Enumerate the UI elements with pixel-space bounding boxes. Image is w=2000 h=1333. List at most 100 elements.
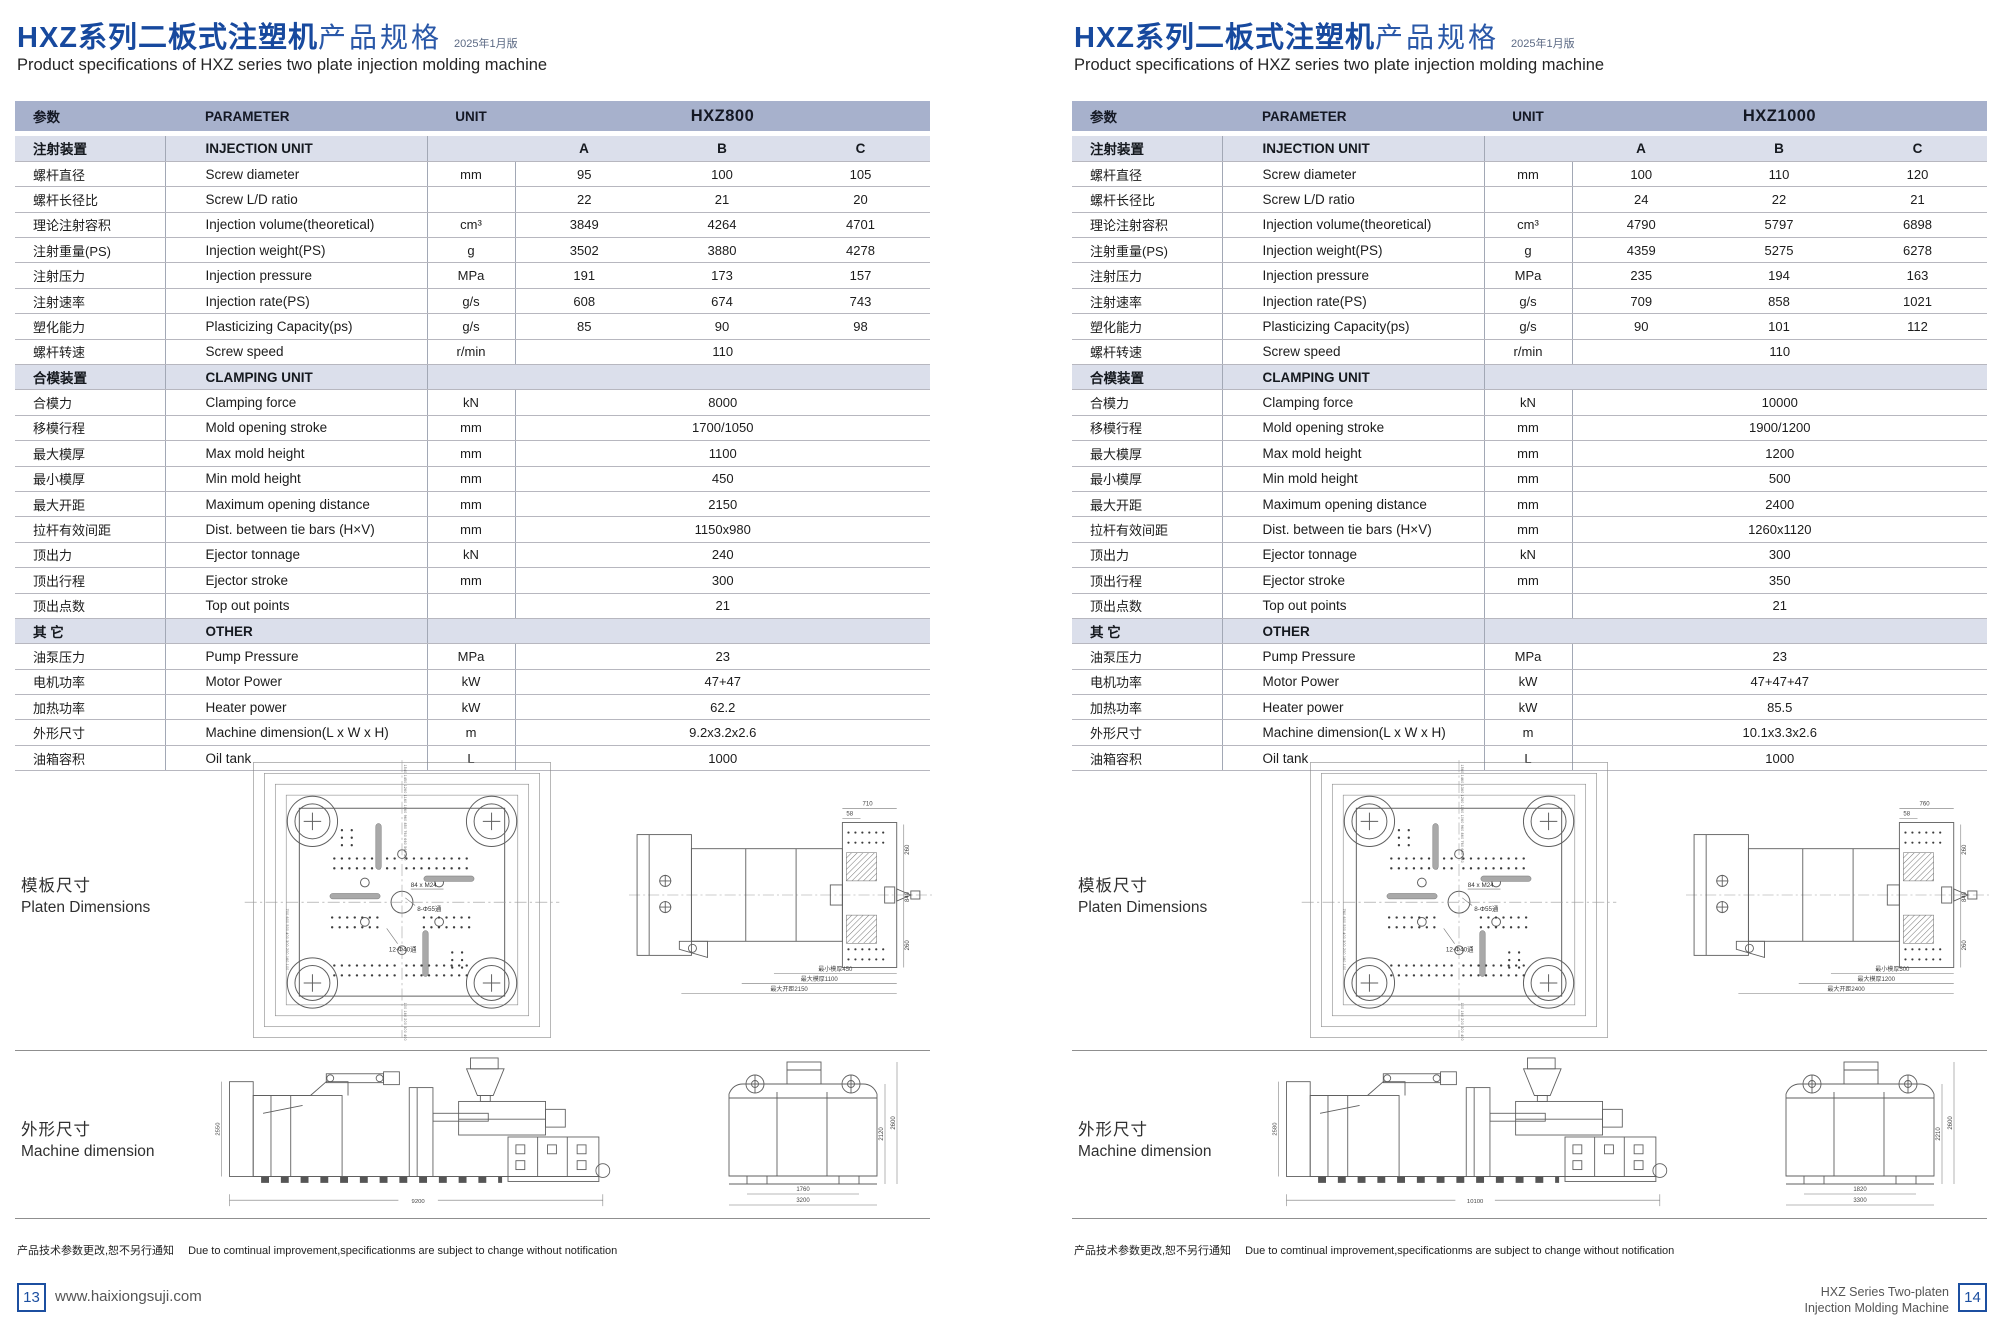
machine-body [229,1057,611,1182]
table-row: 注射重量(PS) Injection weight(PS) g 3502 3880 427… [15,237,931,264]
page-title: HXZ系列二板式注塑机产品规格 2025年1月版 [1074,14,1575,56]
table-cell: 709 [1571,288,1710,315]
spec-table-body: 注射装置 INJECTION UNIT A B C 螺杆直径 Screw diameter m… [1072,131,1987,772]
table-cell: mm [426,516,515,543]
footnote-cn: 产品技术参数更改,恕不另行通知 [1074,1245,1232,1257]
platen-slots [329,823,475,977]
table-cell: 47+47 [514,669,931,696]
side-dim-min-mold: 最小模厚500 [1875,965,1910,973]
table-cell: mm [426,491,515,518]
table-row: 加热功率 Heater power kW 85.5 [1072,694,1987,721]
table-cell: 最小模厚 [15,466,165,492]
table-cell: CLAMPING UNIT [164,364,427,391]
platen-annotation-through2: 12-Φ40通 [1446,944,1474,953]
table-cell: 移模行程 [1072,415,1222,442]
table-cell: 608 [514,288,653,315]
platen-drawing: 1540 1450 1260 1160 1060 960 850 760 660… [244,760,560,1042]
table-cell: kN [1483,389,1572,416]
table-cell: A [1572,136,1710,162]
table-cell: 112 [1848,313,1987,340]
spec-table: 参数 PARAMETER UNIT HXZ1000 注射装置 INJECTION … [1072,101,1987,772]
table-cell: 3880 [653,237,791,264]
table-cell: 注射装置 [1072,136,1222,162]
table-cell: g [1483,237,1572,264]
table-cell: Motor Power [164,669,427,696]
table-cell: 1100 [514,440,931,467]
table-row: 最大开距 Maximum opening distance mm 2150 [15,491,931,518]
table-cell: 合模力 [15,389,165,416]
table-cell: r/min [426,339,515,366]
table-cell [515,618,931,645]
table-cell: g/s [1483,288,1572,315]
title-cn-bold: HXZ系列二板式注塑机 [17,22,319,54]
table-row: 塑化能力 Plasticizing Capacity(ps) g/s 90 101 112 [1072,313,1987,340]
table-cell: MPa [1483,643,1572,670]
table-cell: Injection pressure [1221,262,1484,289]
header-unit: UNIT [455,108,487,124]
table-cell: 10.1x3.3x2.6 [1571,719,1987,746]
table-cell: 6898 [1848,212,1987,239]
table-row: 拉杆有效间距 Dist. between tie bars (H×V) mm 1150… [15,516,931,543]
table-cell: 最小模厚 [1072,466,1222,492]
table-row: 油箱容积 Oil tank L 1000 [15,745,931,772]
table-cell: 拉杆有效间距 [1072,516,1222,543]
table-row: 顶出行程 Ejector stroke mm 350 [1072,567,1987,594]
table-cell: 858 [1710,288,1848,315]
table-row: 注射速率 Injection rate(PS) g/s 608 674 743 [15,288,931,315]
table-cell: kW [1483,669,1572,696]
table-row: 螺杆直径 Screw diameter mm 95 100 105 [15,161,931,188]
table-cell [426,136,515,162]
header-param-en: PARAMETER [205,108,290,124]
table-cell: 21 [514,593,931,619]
table-cell: 2400 [1571,491,1987,518]
page-title: HXZ系列二板式注塑机产品规格 2025年1月版 [17,14,518,56]
side-dim-max-mold: 最大模厚1200 [1858,975,1896,983]
table-cell: 最大开距 [1072,491,1222,518]
table-cell: mm [426,415,515,442]
machine-rear-view: 1820 3300 2210 2600 [1785,1061,1955,1206]
table-cell [1483,618,1572,645]
table-cell: 95 [514,161,653,188]
table-cell [515,364,931,391]
platen-centerlines [1301,760,1617,1038]
table-row: 电机功率 Motor Power kW 47+47+47 [1072,669,1987,696]
table-cell: INJECTION UNIT [1221,136,1484,162]
side-dim-top-offset: 58 [1903,811,1910,817]
table-cell: 500 [1571,466,1987,492]
table-row: 拉杆有效间距 Dist. between tie bars (H×V) mm 1260… [1072,516,1987,543]
table-cell: 顶出行程 [15,567,165,594]
platen-section-label: 模板尺寸 Platen Dimensions [21,872,150,917]
side-dim-min-mold: 最小模厚450 [818,965,853,973]
table-cell: Clamping force [1221,389,1484,416]
table-cell [1572,618,1987,645]
machine-side-view: 10100 2580 [1273,1057,1668,1207]
table-cell: Screw L/D ratio [1221,186,1484,213]
table-cell: mm [426,440,515,467]
table-cell: Ejector tonnage [164,542,427,569]
table-cell: 最大模厚 [15,440,165,467]
platen-label-cn: 模板尺寸 [21,877,91,895]
table-cell: 85.5 [1571,694,1987,721]
table-row: 合模力 Clamping force kN 10000 [1072,389,1987,416]
table-cell: 22 [514,186,653,213]
platen-annotation-tapped: 84 x M24 [411,882,438,889]
table-cell: 顶出点数 [15,593,165,619]
table-cell: 1700/1050 [514,415,931,442]
table-row: 最小模厚 Min mold height mm 500 [1072,466,1987,492]
page-number: 14 [1958,1283,1987,1312]
table-cell: 110 [514,339,931,366]
table-cell: 螺杆转速 [15,339,165,366]
table-cell [426,618,515,645]
table-cell: 235 [1571,262,1710,289]
table-cell: 油泵压力 [1072,643,1222,670]
table-row: 外形尺寸 Machine dimension(L x W x H) m 10.1x3.… [1072,719,1987,746]
table-cell: mm [1483,516,1572,543]
table-cell: 合模力 [1072,389,1222,416]
table-row: 注射重量(PS) Injection weight(PS) g 4359 5275 627… [1072,237,1987,264]
table-cell: 1200 [1571,440,1987,467]
table-row: 电机功率 Motor Power kW 47+47 [15,669,931,696]
table-cell: L [1483,745,1572,772]
footnote-en: Due to comtinual improvement,specificati… [1245,1245,1675,1257]
table-cell: 注射速率 [15,288,165,315]
title-cn-bold: HXZ系列二板式注塑机 [1074,22,1376,54]
